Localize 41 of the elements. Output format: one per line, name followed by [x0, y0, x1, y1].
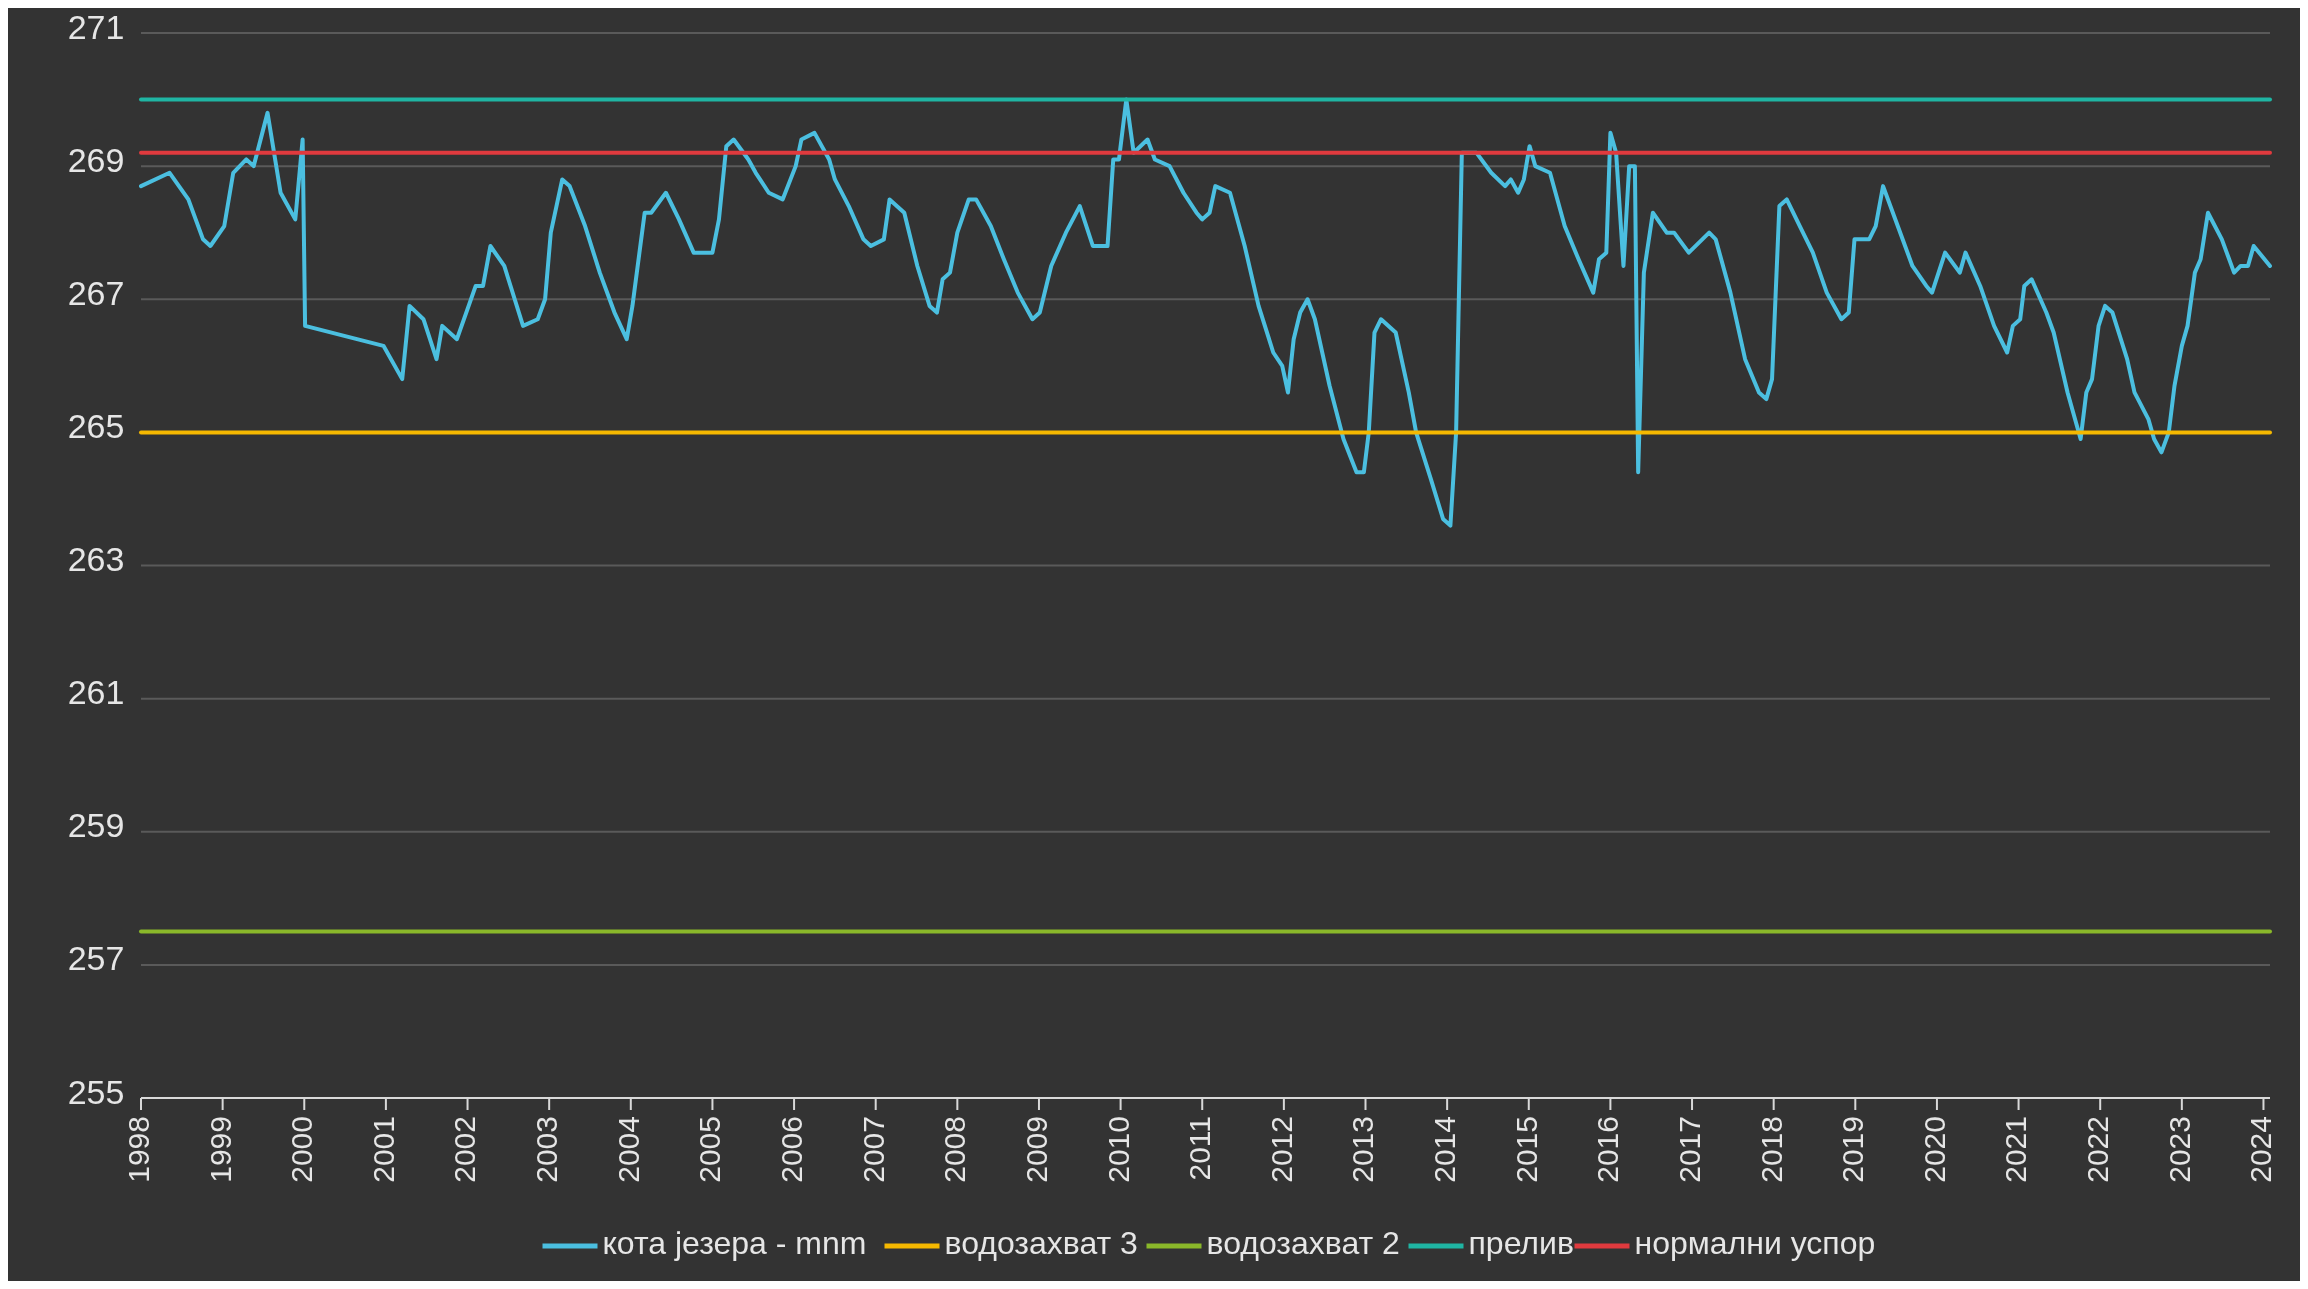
x-tick-label: 1999: [203, 1116, 237, 1183]
x-tick-label: 2013: [1346, 1116, 1380, 1183]
x-tick-label: 2009: [1019, 1116, 1053, 1183]
y-tick-label: 267: [67, 273, 125, 312]
y-tick-label: 261: [67, 673, 125, 712]
legend-label: прелив: [1468, 1225, 1574, 1262]
x-tick-label: 2019: [1836, 1116, 1870, 1183]
x-tick-label: 2002: [448, 1116, 482, 1183]
x-tick-label: 2012: [1264, 1116, 1298, 1183]
x-tick-label: 2024: [2244, 1116, 2278, 1183]
x-tick-label: 2000: [285, 1116, 319, 1183]
y-tick-label: 269: [67, 140, 125, 179]
x-tick-label: 1998: [121, 1116, 155, 1183]
x-tick-label: 2016: [1591, 1116, 1625, 1183]
legend-label: водозахват 3: [944, 1225, 1138, 1262]
x-tick-label: 2017: [1672, 1116, 1706, 1183]
x-tick-label: 2010: [1101, 1116, 1135, 1183]
x-tick-label: 2007: [856, 1116, 890, 1183]
x-tick-label: 2005: [693, 1116, 727, 1183]
y-tick-label: 271: [67, 7, 125, 46]
x-tick-label: 2014: [1428, 1116, 1462, 1183]
x-tick-label: 2011: [1183, 1116, 1217, 1181]
x-tick-label: 2021: [1999, 1116, 2033, 1183]
x-tick-label: 2022: [2081, 1116, 2115, 1183]
y-tick-label: 265: [67, 406, 125, 445]
y-tick-label: 263: [67, 540, 125, 579]
y-tick-label: 257: [67, 939, 125, 978]
legend-label: кота језера - mnm: [602, 1225, 867, 1262]
x-tick-label: 2003: [530, 1116, 564, 1183]
x-tick-label: 2023: [2162, 1116, 2196, 1183]
x-tick-label: 2015: [1509, 1116, 1543, 1183]
x-tick-label: 2008: [938, 1116, 972, 1183]
legend-label: водозахват 2: [1206, 1225, 1400, 1262]
legend-label: нормални успор: [1634, 1225, 1876, 1262]
x-tick-label: 2004: [611, 1116, 645, 1183]
y-tick-label: 259: [67, 806, 125, 845]
y-tick-label: 255: [67, 1072, 125, 1111]
x-tick-label: 2006: [774, 1116, 808, 1183]
x-tick-label: 2001: [366, 1116, 400, 1183]
x-tick-label: 2018: [1754, 1116, 1788, 1183]
x-tick-label: 2020: [1917, 1116, 1951, 1183]
